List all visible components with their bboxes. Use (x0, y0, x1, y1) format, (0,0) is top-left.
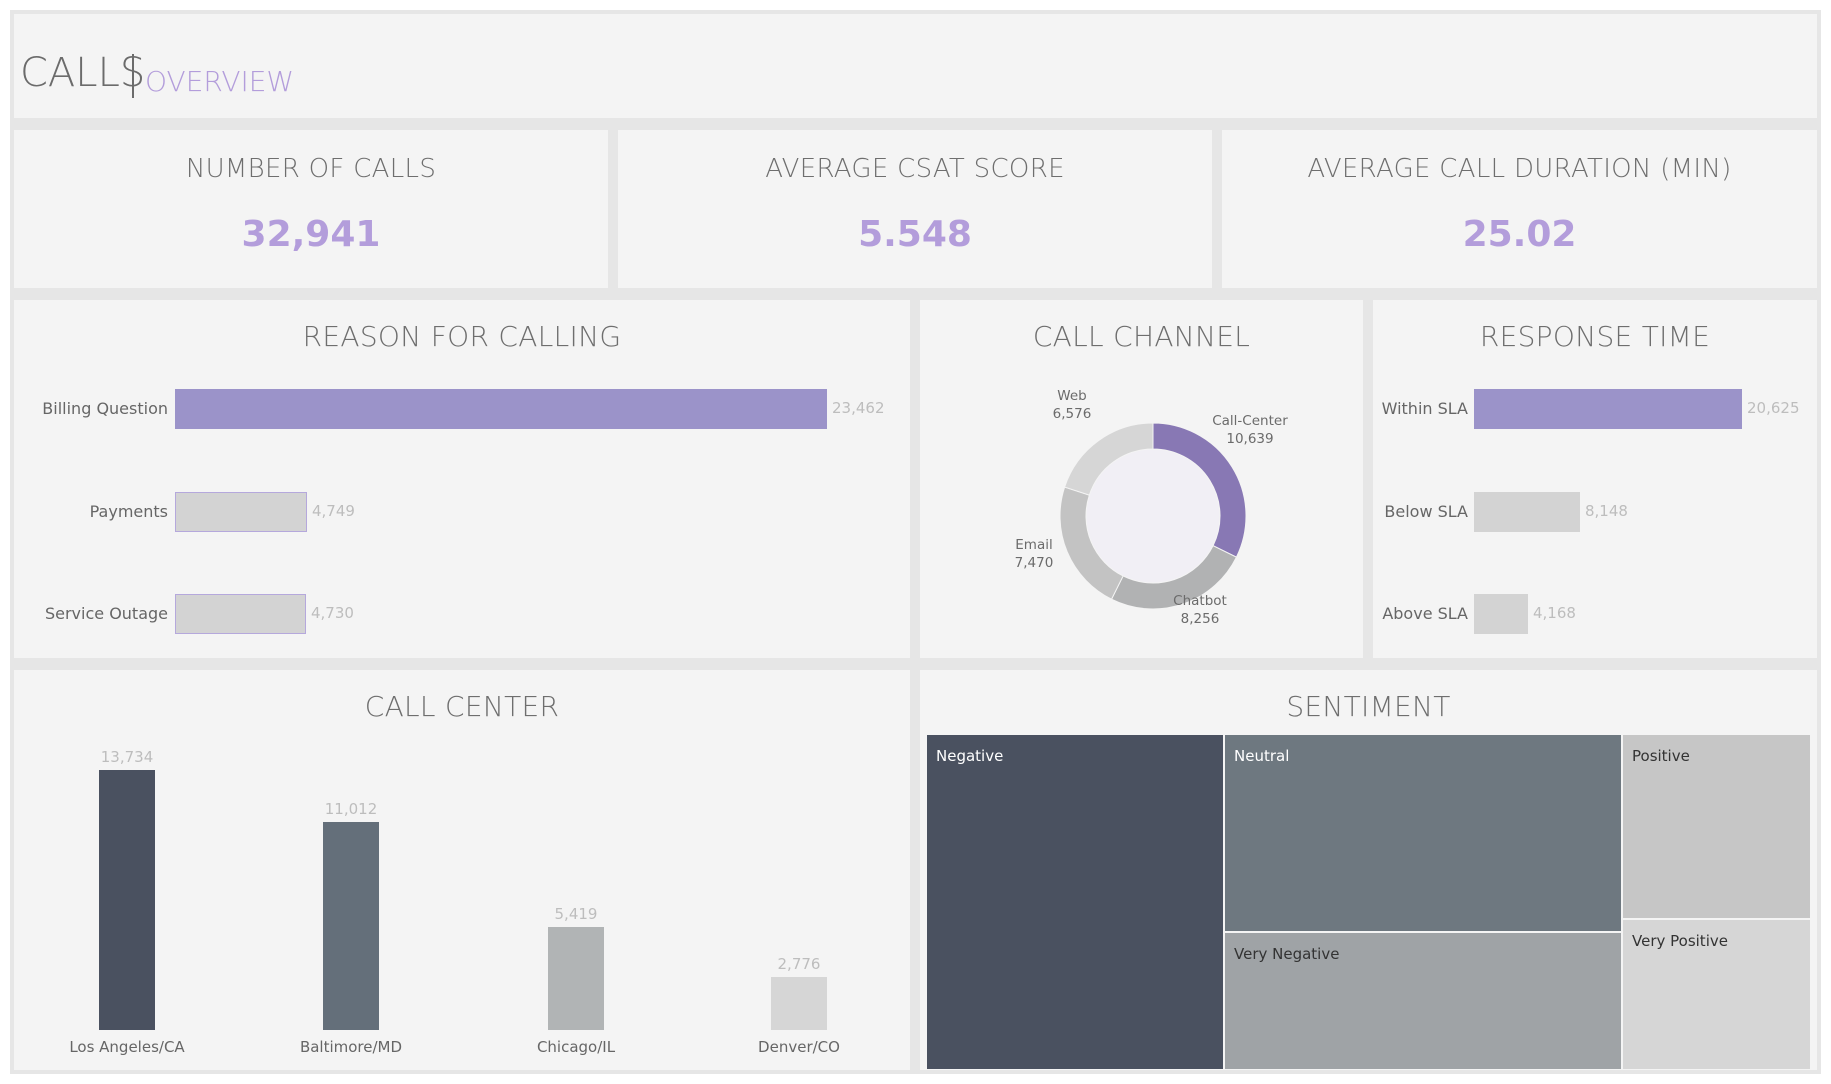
bar (99, 770, 155, 1030)
donut-slice-label: Call-Center 10,639 (1200, 412, 1300, 448)
call-channel-donut (1059, 422, 1247, 610)
bar (548, 927, 604, 1030)
response-time-panel: RESPONSE TIME Within SLA 20,625 Below SLA 8… (1373, 300, 1817, 658)
bar-value-label: 11,012 (324, 800, 378, 818)
bar-value-label: 23,462 (832, 399, 885, 417)
kpi-label: AVERAGE CSAT SCORE (765, 154, 1065, 184)
dashboard: CALLS OVERVIEW NUMBER OF CALLS 32,941 AV… (10, 10, 1821, 1074)
donut-label-name: Web (1057, 388, 1087, 404)
page-subtitle: OVERVIEW (145, 65, 295, 98)
treemap-cell-label: Very Positive (1632, 932, 1728, 950)
donut-slice (1063, 422, 1154, 496)
bar (323, 822, 379, 1030)
bar (175, 389, 827, 429)
kpi-label: NUMBER OF CALLS (185, 154, 437, 184)
sentiment-panel: SENTIMENT Negative Neutral Very Negative Po… (920, 670, 1817, 1070)
donut-label-value: 6,576 (1052, 406, 1092, 422)
treemap-cell: Very Positive (1622, 919, 1811, 1070)
bar (1474, 594, 1528, 634)
bar-category-label: Billing Question (42, 399, 168, 418)
bar-category-label: Below SLA (1384, 502, 1468, 521)
donut-slice-label: Email 7,470 (984, 536, 1084, 572)
chart-title: CALL CENTER (364, 690, 560, 723)
bar-value-label: 20,625 (1747, 399, 1800, 417)
donut-label-value: 8,256 (1180, 611, 1220, 627)
donut-hole (1086, 449, 1220, 583)
donut-label-value: 7,470 (1014, 555, 1054, 571)
donut-label-name: Call-Center (1212, 413, 1288, 429)
bar-category-label: Within SLA (1381, 399, 1468, 418)
bar (175, 492, 307, 532)
bar-value-label: 4,730 (311, 604, 354, 622)
treemap-cell-label: Very Negative (1234, 945, 1340, 963)
chart-title: REASON FOR CALLING (302, 320, 622, 353)
kpi-card-csat[interactable]: AVERAGE CSAT SCORE 5.548 (618, 130, 1212, 288)
kpi-card-duration[interactable]: AVERAGE CALL DURATION (MIN) 25.02 (1222, 130, 1817, 288)
kpi-value: 32,941 (241, 214, 381, 255)
kpi-label: AVERAGE CALL DURATION (MIN) (1307, 154, 1732, 184)
bar (1474, 389, 1742, 429)
bar-category-label: Chicago/IL (536, 1038, 616, 1056)
bar-value-label: 4,168 (1533, 604, 1576, 622)
donut-label-name: Email (1015, 537, 1053, 553)
donut-label-value: 10,639 (1226, 431, 1274, 447)
treemap-cell-label: Positive (1632, 747, 1690, 765)
title-separator (132, 54, 134, 98)
bar-category-label: Service Outage (44, 604, 168, 623)
call-center-panel: CALL CENTER 13,734 Los Angeles/CA 11,012 Ba… (14, 670, 910, 1070)
donut-label-name: Chatbot (1173, 593, 1227, 609)
kpi-value: 5.548 (858, 214, 972, 255)
bar-category-label: Denver/CO (758, 1038, 840, 1056)
bar-category-label: Los Angeles/CA (69, 1038, 185, 1056)
header-panel: CALLS OVERVIEW (14, 14, 1817, 118)
call-channel-panel: CALL CHANNEL Call-Center 10,639 Chatbot 8,2… (920, 300, 1363, 658)
donut-slice-label: Chatbot 8,256 (1150, 592, 1250, 628)
chart-title: SENTIMENT (1286, 690, 1451, 723)
bar (771, 977, 827, 1030)
bar-value-label: 5,419 (554, 905, 598, 923)
treemap-cell: Neutral (1224, 734, 1622, 932)
bar (175, 594, 306, 634)
bar-value-label: 13,734 (100, 748, 154, 766)
chart-title: RESPONSE TIME (1479, 320, 1711, 353)
treemap-cell-label: Neutral (1234, 747, 1290, 765)
bar (1474, 492, 1580, 532)
chart-title: CALL CHANNEL (1032, 320, 1251, 353)
treemap-cell: Negative (926, 734, 1224, 1070)
kpi-value: 25.02 (1462, 214, 1577, 255)
bar-value-label: 8,148 (1585, 502, 1628, 520)
treemap-cell-label: Negative (936, 747, 1004, 765)
bar-value-label: 4,749 (312, 502, 355, 520)
donut-slice-label: Web 6,576 (1022, 387, 1122, 423)
bar-value-label: 2,776 (777, 955, 821, 973)
bar-category-label: Baltimore/MD (299, 1038, 403, 1056)
treemap-cell: Very Negative (1224, 932, 1622, 1070)
page-title: CALLS (20, 50, 146, 96)
treemap-cell: Positive (1622, 734, 1811, 919)
kpi-card-calls[interactable]: NUMBER OF CALLS 32,941 (14, 130, 608, 288)
bar-category-label: Payments (89, 502, 168, 521)
reason-for-calling-panel: REASON FOR CALLING Billing Question 23,46… (14, 300, 910, 658)
bar-category-label: Above SLA (1382, 604, 1468, 623)
